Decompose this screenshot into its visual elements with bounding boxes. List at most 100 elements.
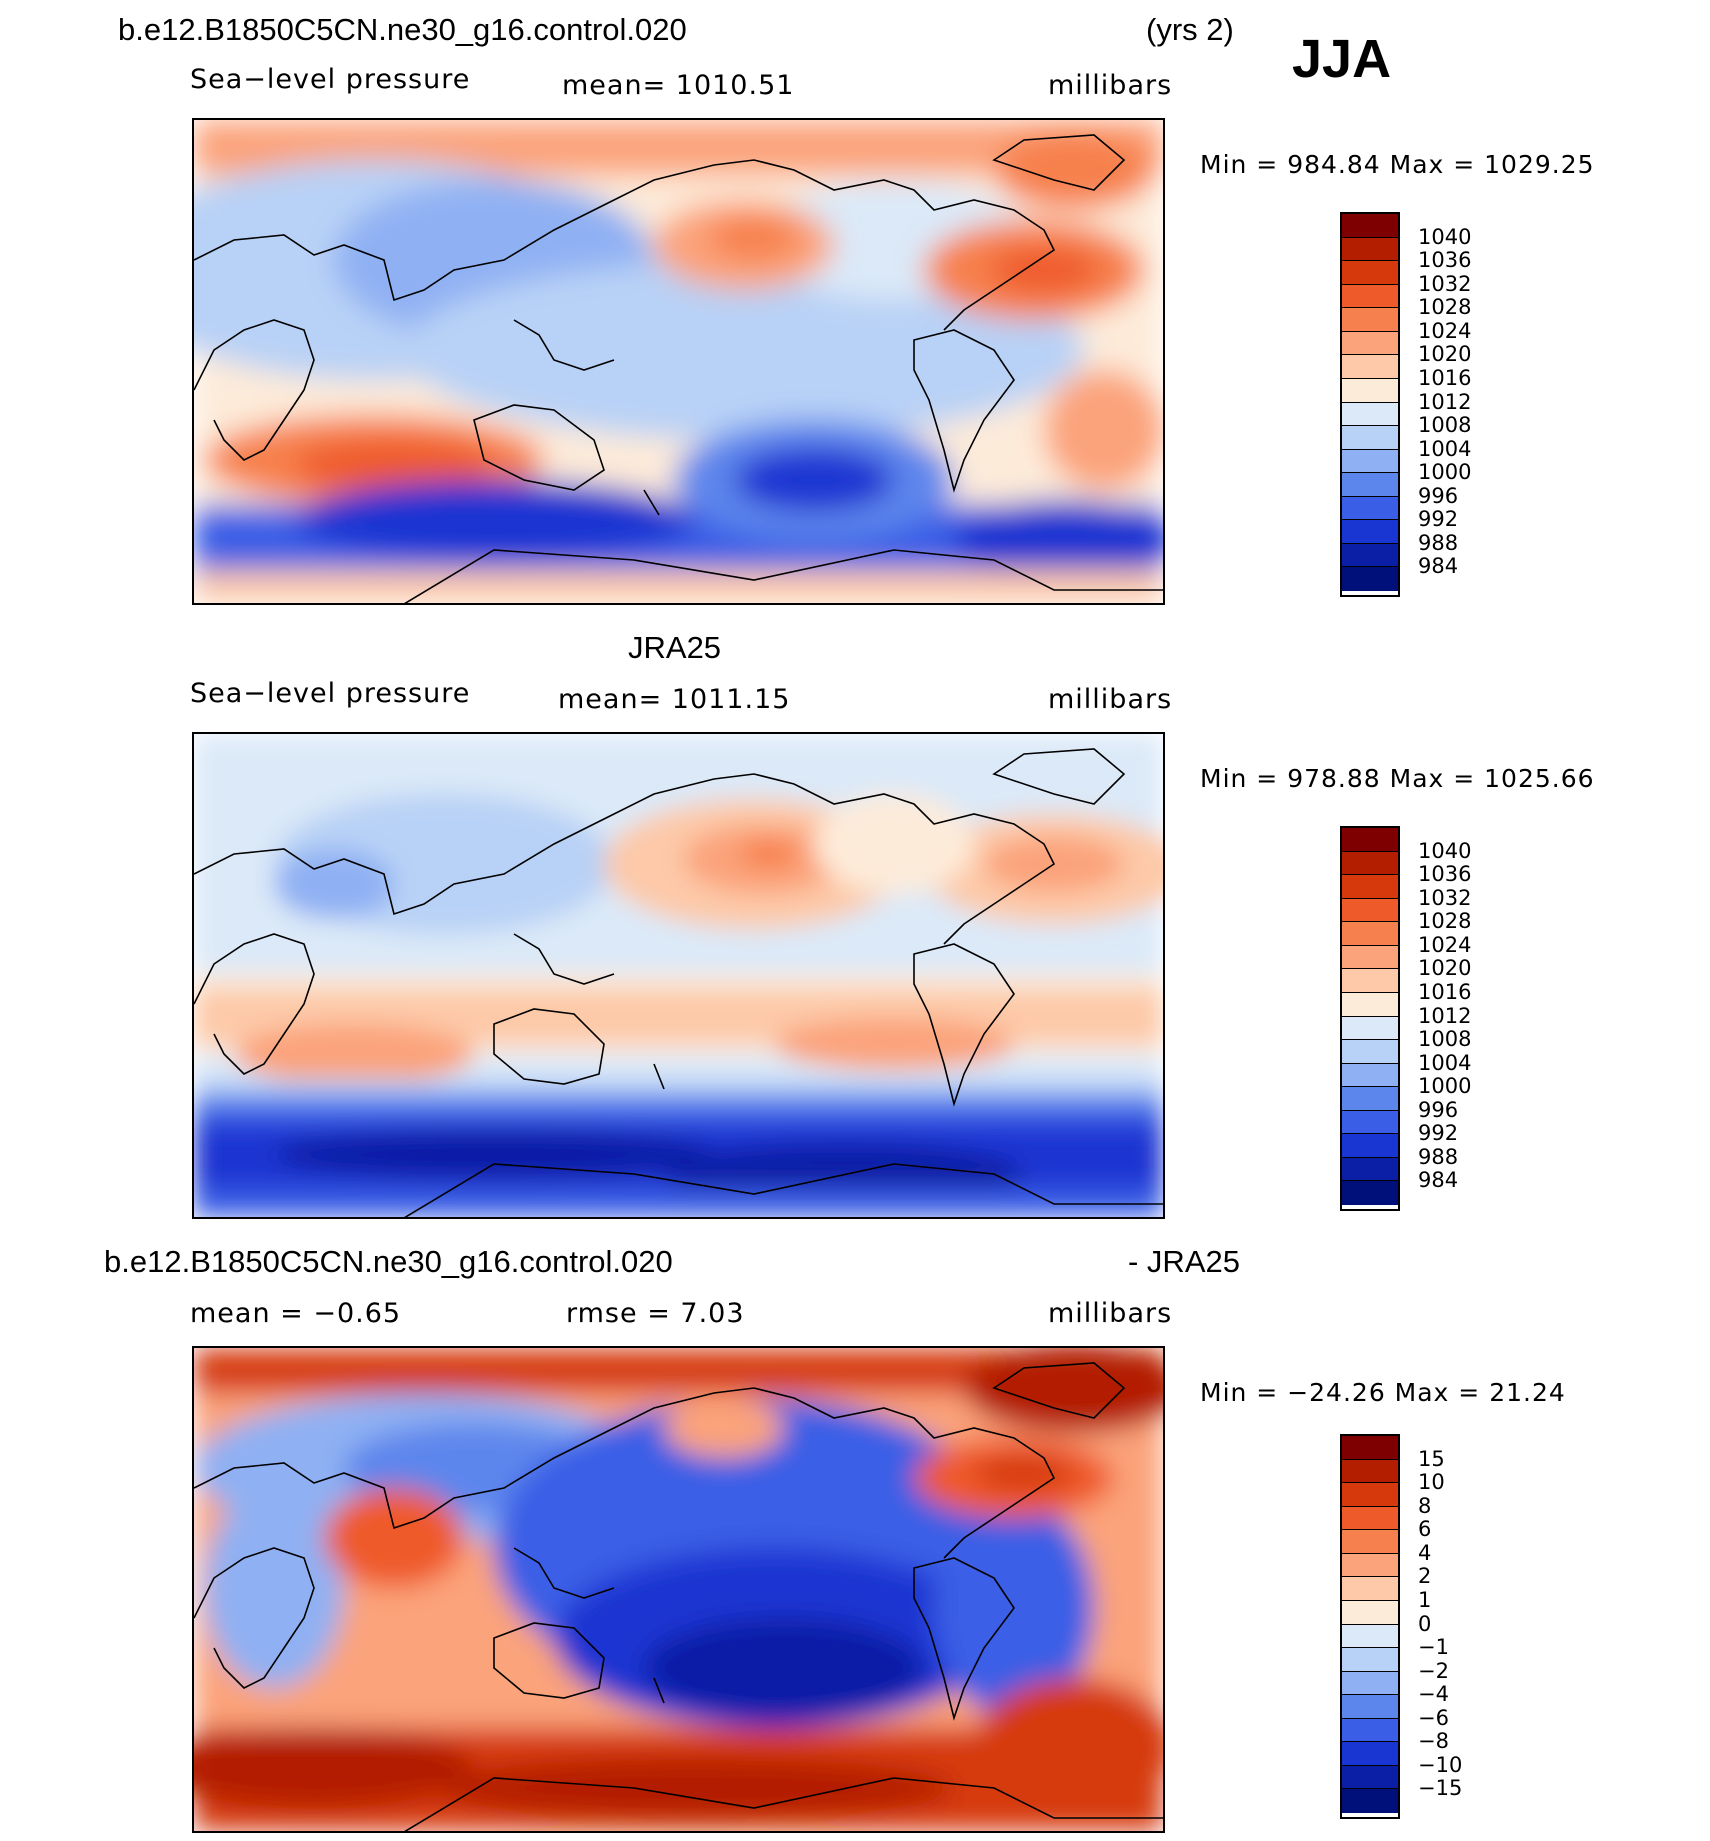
colorbar-tick-label: 1032 xyxy=(1418,885,1472,910)
colorbar-tick-label: 1024 xyxy=(1418,932,1472,957)
colorbar-tick-label: 8 xyxy=(1418,1493,1432,1518)
colorbar-tick-label: 2 xyxy=(1418,1564,1432,1589)
colorbar-swatch xyxy=(1342,828,1398,852)
colorbar-tick-label: 1016 xyxy=(1418,365,1472,390)
panel2-map xyxy=(192,732,1165,1219)
colorbar-tick-label: 1012 xyxy=(1418,389,1472,414)
panel1-map-svg xyxy=(194,120,1163,603)
panel3-rmse-label: rmse = 7.03 xyxy=(566,1298,745,1329)
panel3-mean-label: mean = −0.65 xyxy=(190,1298,402,1329)
panel2-title: JRA25 xyxy=(628,630,722,665)
colorbar-swatch xyxy=(1342,284,1398,309)
colorbar-tick-label: 1004 xyxy=(1418,1050,1472,1075)
colorbar-tick-label: 1024 xyxy=(1418,318,1472,343)
season-label: JJA xyxy=(1292,29,1392,89)
colorbar-tick-label: 1000 xyxy=(1418,1074,1472,1099)
colorbar-swatch xyxy=(1342,449,1398,474)
colorbar-tick-label: 1040 xyxy=(1418,224,1472,249)
panel1-map xyxy=(192,118,1165,605)
colorbar-tick-label: 1020 xyxy=(1418,342,1472,367)
colorbar-swatch xyxy=(1342,1577,1398,1601)
colorbar-swatch xyxy=(1342,426,1398,450)
panel1-mean-label: mean= 1010.51 xyxy=(562,70,795,101)
colorbar-swatch xyxy=(1342,355,1398,379)
colorbar-swatch xyxy=(1342,1530,1398,1554)
colorbar-tick-label: 1004 xyxy=(1418,436,1472,461)
colorbar-swatch xyxy=(1342,851,1398,876)
colorbar-swatch xyxy=(1342,214,1398,238)
panel3-map xyxy=(192,1346,1165,1833)
colorbar-tick-label: 10 xyxy=(1418,1470,1445,1495)
colorbar-swatch xyxy=(1342,945,1398,970)
colorbar-tick-label: 984 xyxy=(1418,1168,1459,1193)
colorbar-tick-label: 1008 xyxy=(1418,413,1472,438)
colorbar-swatch xyxy=(1342,331,1398,356)
colorbar-tick-label: 1040 xyxy=(1418,838,1472,863)
colorbar-tick-label: 1028 xyxy=(1418,909,1472,934)
panel1-variable-label: Sea−level pressure xyxy=(190,64,471,95)
colorbar-swatch xyxy=(1342,1789,1398,1813)
colorbar-tick-label: 984 xyxy=(1418,554,1459,579)
colorbar-swatch xyxy=(1342,402,1398,427)
colorbar-tick-label: 1012 xyxy=(1418,1003,1472,1028)
colorbar-tick-label: 988 xyxy=(1418,530,1459,555)
panel1-minmax-label: Min = 984.84 Max = 1029.25 xyxy=(1200,150,1595,179)
panel2-map-svg xyxy=(194,734,1163,1217)
colorbar-swatch xyxy=(1342,1718,1398,1743)
panel3-title-right: - JRA25 xyxy=(1128,1244,1240,1279)
colorbar-swatch xyxy=(1342,308,1398,332)
colorbar-swatch xyxy=(1342,1016,1398,1041)
colorbar-swatch xyxy=(1342,496,1398,521)
colorbar-swatch xyxy=(1342,1087,1398,1111)
colorbar-tick-label: 1008 xyxy=(1418,1027,1472,1052)
colorbar-swatch xyxy=(1342,1765,1398,1790)
colorbar-tick-label: 988 xyxy=(1418,1144,1459,1169)
colorbar-tick-label: 996 xyxy=(1418,1097,1459,1122)
panel3-title-left: b.e12.B1850C5CN.ne30_g16.control.020 xyxy=(104,1244,673,1279)
case-title: b.e12.B1850C5CN.ne30_g16.control.020 xyxy=(118,12,687,47)
colorbar-swatch xyxy=(1342,1157,1398,1182)
colorbar-tick-label: 996 xyxy=(1418,483,1459,508)
colorbar-swatch xyxy=(1342,1624,1398,1649)
colorbar-tick-label: 1 xyxy=(1418,1587,1432,1612)
panel2-minmax-label: Min = 978.88 Max = 1025.66 xyxy=(1200,764,1595,793)
panel3-minmax-label: Min = −24.26 Max = 21.24 xyxy=(1200,1378,1566,1407)
panel2-colorbar xyxy=(1340,826,1400,1211)
panel3-colorbar xyxy=(1340,1434,1400,1819)
panel1-colorbar xyxy=(1340,212,1400,597)
colorbar-tick-label: 1000 xyxy=(1418,460,1472,485)
colorbar-tick-label: 0 xyxy=(1418,1611,1432,1636)
colorbar-tick-label: 992 xyxy=(1418,507,1459,532)
colorbar-swatch xyxy=(1342,1110,1398,1135)
colorbar-swatch xyxy=(1342,1483,1398,1507)
colorbar-swatch xyxy=(1342,922,1398,946)
colorbar-tick-label: 4 xyxy=(1418,1540,1432,1565)
colorbar-swatch xyxy=(1342,378,1398,403)
colorbar-swatch xyxy=(1342,520,1398,544)
colorbar-tick-label: 6 xyxy=(1418,1517,1432,1542)
colorbar-swatch xyxy=(1342,1600,1398,1625)
colorbar-swatch xyxy=(1342,1063,1398,1088)
colorbar-swatch xyxy=(1342,473,1398,497)
colorbar-tick-label: −10 xyxy=(1418,1752,1463,1777)
colorbar-tick-label: 1020 xyxy=(1418,956,1472,981)
colorbar-tick-label: −6 xyxy=(1418,1705,1449,1730)
colorbar-swatch xyxy=(1342,1134,1398,1158)
colorbar-tick-label: 1028 xyxy=(1418,295,1472,320)
colorbar-swatch xyxy=(1342,1436,1398,1460)
panel1-units-label: millibars xyxy=(1048,70,1173,101)
colorbar-tick-label: −2 xyxy=(1418,1658,1449,1683)
colorbar-tick-label: 1036 xyxy=(1418,248,1472,273)
colorbar-swatch xyxy=(1342,543,1398,568)
colorbar-swatch xyxy=(1342,1742,1398,1766)
panel2-mean-label: mean= 1011.15 xyxy=(558,684,791,715)
colorbar-swatch xyxy=(1342,1040,1398,1064)
colorbar-swatch xyxy=(1342,237,1398,262)
colorbar-swatch xyxy=(1342,261,1398,285)
colorbar-tick-label: −4 xyxy=(1418,1682,1449,1707)
panel3-map-svg xyxy=(194,1348,1163,1831)
colorbar-swatch xyxy=(1342,969,1398,993)
colorbar-swatch xyxy=(1342,1671,1398,1696)
colorbar-swatch xyxy=(1342,875,1398,899)
years-label: (yrs 2) xyxy=(1146,12,1234,47)
